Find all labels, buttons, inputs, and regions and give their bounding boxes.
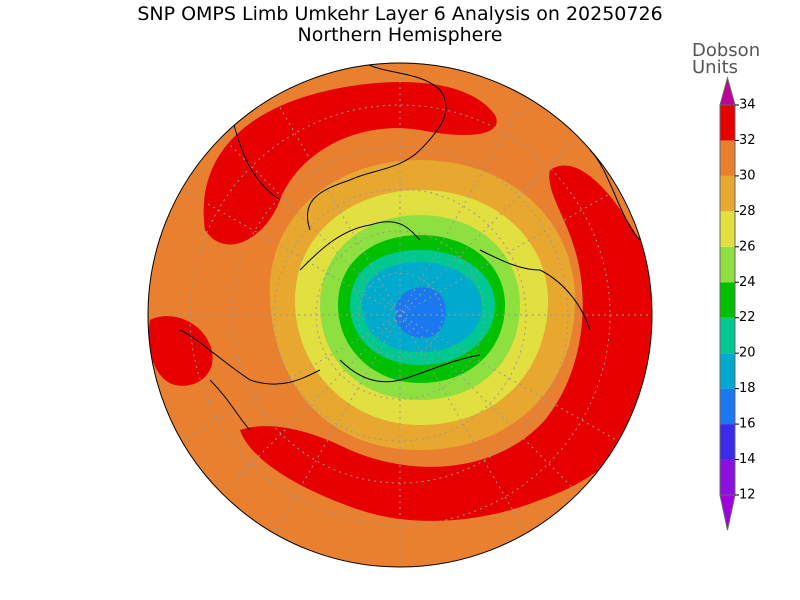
colorbar-bin	[720, 246, 735, 283]
colorbar-label: Units	[692, 57, 738, 78]
map	[148, 63, 652, 567]
colorbar-tick-label: 16	[739, 417, 756, 432]
coastline	[179, 63, 641, 431]
colorbar-tick-label: 20	[739, 346, 756, 361]
colorbar-tick-label: 22	[739, 310, 756, 325]
colorbar-tick-label: 28	[739, 204, 756, 219]
colorbar-bin	[720, 353, 735, 389]
globe-outline	[147, 62, 653, 568]
colorbar-tick-label: 24	[739, 275, 756, 290]
colorbar-bin	[720, 424, 735, 460]
field	[148, 316, 213, 386]
title: SNP OMPS Limb Umkehr Layer 6 Analysis on…	[137, 3, 662, 25]
field	[203, 82, 497, 245]
colorbar-over	[719, 76, 736, 106]
colorbar-bin	[720, 388, 735, 425]
subtitle: Northern Hemisphere	[298, 24, 503, 46]
field	[240, 165, 652, 521]
colorbar-tick-label: 34	[739, 98, 756, 113]
colorbar-tick-label: 18	[739, 381, 756, 396]
colorbar-bin	[720, 105, 735, 141]
colorbar-bin	[720, 459, 735, 495]
colorbar-bin	[720, 282, 735, 318]
colorbar-label: Dobson	[692, 40, 760, 61]
colorbar-bin	[720, 317, 735, 354]
colorbar-frame	[719, 104, 736, 496]
graticule	[148, 63, 652, 567]
colorbar-tick-label: 26	[739, 239, 756, 254]
colorbar-bin	[720, 211, 735, 247]
colorbar-bin	[720, 175, 735, 212]
colorbar-tick-label: 30	[739, 168, 756, 183]
colorbar-tick-label: 12	[739, 488, 756, 503]
colorbar-bin	[720, 140, 735, 176]
field	[395, 287, 446, 338]
colorbar-tick-label: 32	[739, 133, 756, 148]
colorbar-under	[719, 494, 736, 531]
colorbar-tick-label: 14	[739, 452, 756, 467]
